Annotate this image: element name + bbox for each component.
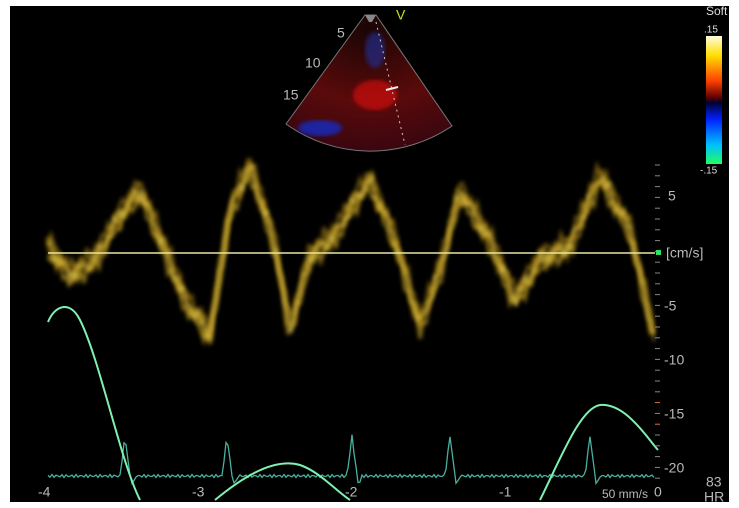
time-label: -1 (499, 484, 512, 500)
velocity-label: -10 (664, 352, 684, 368)
scale-min: -.15 (700, 166, 718, 177)
sector-label: V (396, 7, 406, 23)
velocity-label: -15 (664, 406, 684, 422)
mode-label: Soft (706, 4, 728, 18)
flow-blue (365, 32, 385, 68)
sweep-speed: 50 mm/s (602, 487, 648, 501)
heart-rate: 83 (706, 474, 722, 490)
color-bar (706, 36, 722, 164)
depth-label: 5 (337, 25, 345, 41)
time-label: 0 (654, 484, 662, 500)
heart-rate-label: HR (704, 489, 724, 505)
depth-label: 10 (305, 55, 321, 71)
ultrasound-screen: 5 10 15 V Soft .15 -.15 5 [cm/s] -5 -10 … (0, 0, 739, 508)
scale-max: .15 (704, 25, 718, 36)
velocity-label: -5 (664, 298, 677, 314)
page: {"header":{"mode":"Soft","color_scale":{… (0, 0, 739, 508)
velocity-unit: [cm/s] (666, 245, 703, 261)
velocity-label: -20 (664, 460, 684, 476)
time-label: -3 (192, 484, 205, 500)
flow-blue (298, 120, 342, 136)
depth-label: 15 (283, 87, 299, 103)
time-label: -2 (345, 484, 358, 500)
flow-red (353, 80, 397, 110)
time-label: -4 (38, 484, 51, 500)
velocity-label: 5 (668, 188, 676, 204)
baseline-marker (656, 250, 661, 255)
